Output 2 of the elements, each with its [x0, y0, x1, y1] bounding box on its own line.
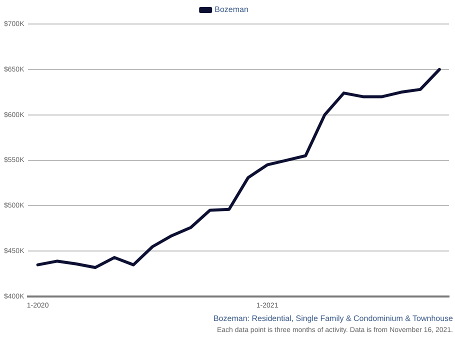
text: Bozeman: Residential, Single Family & Condominium & Townhouse — [213, 314, 454, 323]
legend-label: Bozeman — [214, 5, 248, 14]
